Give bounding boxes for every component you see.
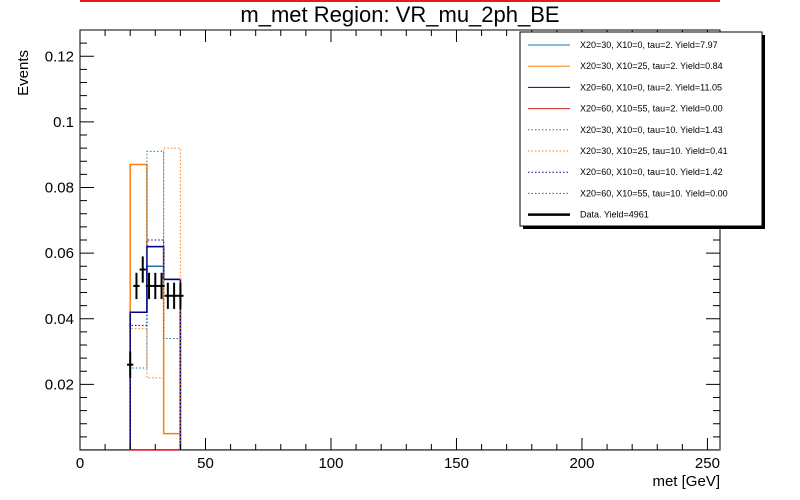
legend: X20=30, X10=0, tau=2. Yield=7.97 X20=30, … xyxy=(519,31,765,229)
data-point xyxy=(164,282,171,309)
histogram-series-7 xyxy=(129,239,181,450)
legend-entry-label: X20=30, X10=0, tau=10. Yield=1.43 xyxy=(580,125,723,135)
data-point xyxy=(158,272,165,300)
data-point xyxy=(133,272,140,300)
data-point xyxy=(177,282,184,309)
y-tick-label: 0.1 xyxy=(53,114,74,131)
x-tick-label: 50 xyxy=(197,455,214,472)
x-tick-label: 150 xyxy=(444,455,469,472)
data-point xyxy=(139,256,146,283)
data-point xyxy=(145,272,153,300)
histogram-series xyxy=(80,147,720,451)
histogram-series-5 xyxy=(129,150,181,450)
y-tick-label: 0.12 xyxy=(45,48,74,65)
legend-entry-label: X20=60, X10=55, tau=2. Yield=0.00 xyxy=(580,104,723,114)
legend-entry-label: X20=60, X10=0, tau=2. Yield=11.05 xyxy=(580,82,722,92)
x-axis-title: met [GeV] xyxy=(652,473,720,490)
data-points xyxy=(127,256,184,378)
legend-box xyxy=(519,31,763,227)
x-tick-label: 200 xyxy=(569,455,594,472)
y-tick-label: 0.04 xyxy=(45,311,74,328)
y-tick-label: 0.08 xyxy=(45,180,74,197)
x-tick-label: 250 xyxy=(695,455,720,472)
data-point xyxy=(127,351,134,378)
y-tick-label: 0.02 xyxy=(45,376,74,393)
legend-entry-label: X20=30, X10=0, tau=2. Yield=7.97 xyxy=(580,40,718,50)
data-point xyxy=(152,272,159,300)
histogram-series-3 xyxy=(129,245,182,450)
x-tick-label: 100 xyxy=(318,455,343,472)
histogram-series-2 xyxy=(129,163,182,450)
data-point xyxy=(170,282,178,309)
legend-entry-label: X20=60, X10=0, tau=10. Yield=1.42 xyxy=(580,167,723,177)
axis-ticks: 0 50 100 150 200 250 0.02 0.04 0.06 0.08 0.1 0.12 xyxy=(45,30,720,472)
legend-entry-label: X20=30, X10=25, tau=10. Yield=0.41 xyxy=(580,146,728,156)
legend-entry-label: Data. Yield=4961 xyxy=(580,210,649,220)
chart-title: m_met Region: VR_mu_2ph_BE xyxy=(240,2,560,27)
legend-entry-label: X20=30, X10=25, tau=2. Yield=0.84 xyxy=(580,61,723,71)
top-accent-line xyxy=(80,0,720,2)
legend-entry-label: X20=60, X10=55, tau=10. Yield=0.00 xyxy=(580,188,728,198)
y-axis-title: Events xyxy=(15,50,32,96)
x-tick-label: 0 xyxy=(76,455,84,472)
y-tick-label: 0.06 xyxy=(45,245,74,262)
